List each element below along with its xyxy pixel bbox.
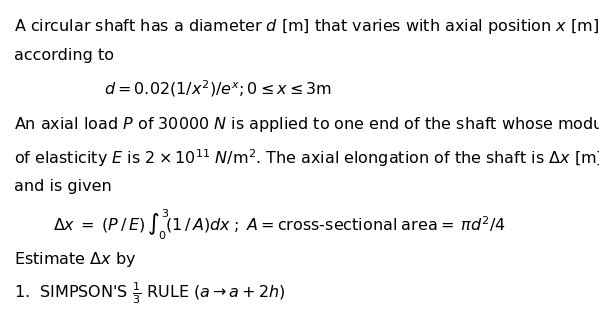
Text: An axial load $P$ of 30000 $N$ is applied to one end of the shaft whose modulus: An axial load $P$ of 30000 $N$ is applie… (14, 115, 599, 134)
Text: A circular shaft has a diameter $d$ [m] that varies with axial position $x$ [m]: A circular shaft has a diameter $d$ [m] … (14, 17, 599, 36)
Text: Estimate $\Delta x$ by: Estimate $\Delta x$ by (14, 250, 137, 268)
Text: of elasticity $E$ is $2 \times 10^{11}$ $N/\mathrm{m}^2$. The axial elongation o: of elasticity $E$ is $2 \times 10^{11}$ … (14, 147, 599, 169)
Text: $d = 0.02(1/x^2)/e^x; 0 \leq x \leq 3\mathrm{m}$: $d = 0.02(1/x^2)/e^x; 0 \leq x \leq 3\ma… (104, 78, 332, 99)
Text: $\Delta x \;=\; (P\,/\,E)\,\int_0^3\!(1\,/\,A)dx\;;\;A = \mathrm{cross\text{-}se: $\Delta x \;=\; (P\,/\,E)\,\int_0^3\!(1\… (53, 208, 506, 242)
Text: and is given: and is given (14, 179, 112, 194)
Text: according to: according to (14, 48, 114, 63)
Text: 1.  SIMPSON'S $\frac{1}{3}$ RULE $(a \rightarrow a + 2h)$: 1. SIMPSON'S $\frac{1}{3}$ RULE $(a \rig… (14, 280, 286, 306)
